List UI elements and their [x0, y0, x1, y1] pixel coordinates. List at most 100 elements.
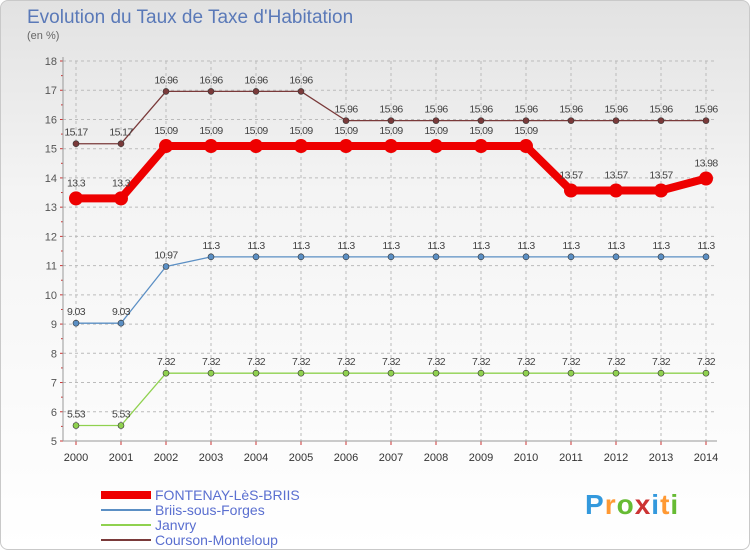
data-label: 7.32 — [247, 356, 266, 368]
legend-swatch — [101, 509, 151, 511]
data-point — [207, 253, 215, 261]
data-label: 16.96 — [154, 74, 178, 86]
data-point — [567, 253, 575, 261]
y-tick-label: 13 — [45, 202, 57, 214]
data-label: 15.09 — [469, 125, 493, 137]
data-label: 11.3 — [427, 240, 445, 252]
data-label: 7.32 — [157, 356, 176, 368]
data-label: 7.32 — [382, 356, 401, 368]
data-point — [207, 369, 215, 377]
data-point — [252, 88, 260, 95]
legend-label: Briis-sous-Forges — [155, 502, 265, 518]
data-label: 15.09 — [379, 125, 403, 137]
legend-label: Courson-Monteloup — [155, 532, 278, 548]
data-label: 15.09 — [334, 125, 358, 137]
legend-swatch — [101, 539, 151, 541]
legend-swatch — [101, 524, 151, 526]
data-label: 15.96 — [604, 104, 628, 116]
data-point — [342, 369, 350, 377]
data-label: 15.96 — [334, 104, 358, 116]
data-label: 11.3 — [607, 240, 625, 252]
legend-label: Janvry — [155, 517, 197, 533]
data-label: 13.57 — [649, 169, 673, 181]
data-point — [252, 253, 260, 261]
data-point — [519, 139, 533, 154]
data-label: 15.17 — [64, 127, 88, 139]
data-label: 7.32 — [427, 356, 446, 368]
data-label: 16.96 — [289, 74, 313, 86]
x-tick-label: 2012 — [604, 452, 628, 464]
legend-swatch — [101, 491, 151, 499]
proxiti-logo: Proxiti — [585, 489, 679, 521]
data-point — [474, 139, 488, 154]
data-point — [162, 88, 170, 95]
data-point — [204, 139, 218, 154]
x-tick-label: 2004 — [244, 452, 268, 464]
y-tick-label: 12 — [45, 231, 57, 243]
x-tick-label: 2007 — [379, 452, 403, 464]
data-label: 13.3 — [112, 177, 131, 189]
data-point — [159, 139, 173, 154]
data-label: 7.32 — [517, 356, 536, 368]
x-tick-label: 2011 — [559, 452, 583, 464]
data-point — [339, 139, 353, 154]
data-point — [702, 253, 710, 261]
data-label: 15.96 — [514, 104, 538, 116]
data-point — [702, 369, 710, 377]
x-tick-label: 2002 — [154, 452, 178, 464]
data-point — [429, 139, 443, 154]
data-label: 13.98 — [694, 158, 718, 170]
data-point — [297, 369, 305, 377]
x-tick-label: 2008 — [424, 452, 448, 464]
data-label: 11.3 — [337, 240, 355, 252]
data-point — [117, 140, 125, 148]
logo-letter: i — [651, 489, 661, 520]
data-point — [432, 369, 440, 377]
data-point — [342, 253, 350, 261]
data-point — [249, 139, 263, 154]
data-label: 15.09 — [244, 125, 268, 137]
x-tick-label: 2013 — [649, 452, 673, 464]
data-point — [297, 253, 305, 261]
x-tick-label: 2010 — [514, 452, 538, 464]
data-label: 16.96 — [199, 74, 223, 86]
data-point — [117, 422, 125, 429]
data-point — [252, 369, 260, 377]
data-point — [387, 253, 395, 261]
data-label: 15.96 — [559, 104, 583, 116]
data-point — [72, 422, 80, 429]
data-point — [342, 117, 350, 124]
x-tick-label: 2003 — [199, 452, 223, 464]
data-point — [657, 117, 665, 124]
data-label: 11.3 — [382, 240, 400, 252]
data-point — [477, 117, 485, 124]
data-point — [522, 369, 530, 377]
data-point — [612, 117, 620, 124]
data-label: 7.32 — [607, 356, 626, 368]
data-label: 15.09 — [514, 125, 538, 137]
legend-label: FONTENAY-LèS-BRIIS — [155, 487, 300, 503]
x-tick-label: 2001 — [109, 452, 133, 464]
y-tick-label: 5 — [51, 436, 57, 448]
data-label: 13.3 — [67, 177, 86, 189]
data-label: 16.96 — [244, 74, 268, 86]
data-point — [114, 191, 128, 206]
x-tick-label: 2005 — [289, 452, 313, 464]
data-label: 7.32 — [562, 356, 581, 368]
data-point — [387, 369, 395, 377]
data-point — [477, 369, 485, 377]
data-point — [384, 139, 398, 154]
data-label: 11.3 — [292, 240, 310, 252]
logo-letter: P — [585, 489, 605, 520]
data-label: 11.3 — [202, 240, 220, 252]
logo-letter: t — [660, 489, 671, 520]
data-point — [477, 253, 485, 261]
y-tick-label: 18 — [45, 56, 57, 68]
data-point — [657, 253, 665, 261]
y-tick-label: 15 — [45, 144, 57, 156]
data-label: 15.96 — [649, 104, 673, 116]
data-point — [567, 369, 575, 377]
data-label: 15.17 — [109, 127, 133, 139]
data-point — [117, 319, 125, 327]
